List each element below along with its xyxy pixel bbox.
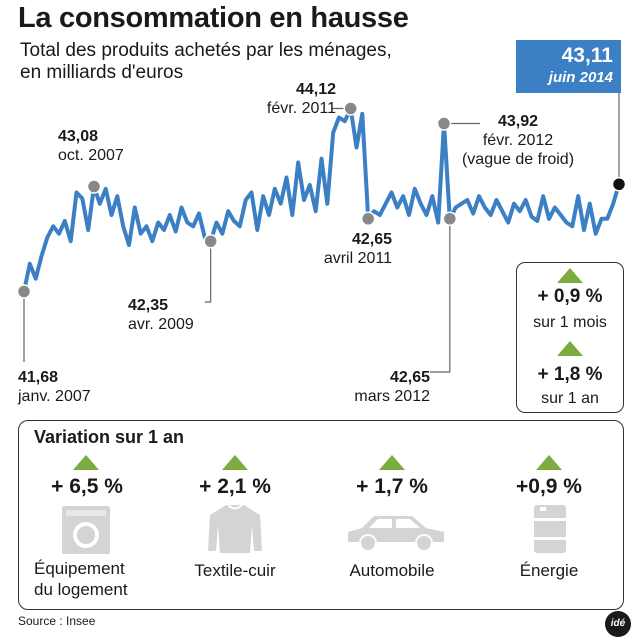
highlight-point xyxy=(203,234,218,249)
category-automobile-value: + 1,7 % xyxy=(356,475,428,498)
annotation-value: 43,92 xyxy=(497,113,539,130)
category-equipment-value: + 6,5 % xyxy=(51,475,123,498)
annotation-feb-2012: 43,92 févr. 2012 (vague de froid) xyxy=(448,112,588,169)
category-energy-value: +0,9 % xyxy=(516,475,582,498)
leader-line xyxy=(430,218,451,373)
annotation-date: janv. 2007 xyxy=(18,388,91,405)
category-textile-label: Textile-cuir xyxy=(194,561,276,580)
annotation-date: févr. 2012 xyxy=(482,132,554,149)
page-title: La consommation en hausse xyxy=(18,2,409,34)
highlight-point xyxy=(436,116,452,131)
up-arrow-icon xyxy=(379,455,405,470)
latest-value-badge: 43,11 juin 2014 xyxy=(516,40,621,93)
annotation-value: 42,65 xyxy=(351,231,392,248)
source-credit: Source : Insee xyxy=(18,614,96,628)
annotation-jan-2007: 41,68 janv. 2007 xyxy=(18,368,91,406)
annotation-date: mars 2012 xyxy=(354,388,430,405)
highlight-point xyxy=(343,101,358,116)
annotation-apr-2011: 42,65 avril 2011 xyxy=(296,230,392,268)
annotation-value: 42,65 xyxy=(389,369,430,386)
annotation-value: 41,68 xyxy=(18,369,59,386)
highlight-point xyxy=(86,179,102,194)
latest-date: juin 2014 xyxy=(548,69,613,86)
oil-barrel-icon xyxy=(534,505,566,553)
annotation-feb-2011: 44,12 févr. 2011 xyxy=(240,80,336,118)
category-equipment-label: Équipement du logement xyxy=(34,559,128,599)
up-arrow-icon xyxy=(73,455,99,470)
highlight-markers xyxy=(16,101,627,299)
publisher-logo: idé xyxy=(605,611,631,637)
annotation-date: avril 2011 xyxy=(323,250,392,267)
monthly-variation-value: + 0,9 % xyxy=(537,286,603,307)
highlight-point xyxy=(360,211,376,226)
category-automobile-label: Automobile xyxy=(349,561,435,580)
washing-machine-icon xyxy=(62,506,110,554)
car-icon xyxy=(348,516,444,552)
category-textile-value: + 2,1 % xyxy=(199,475,271,498)
annotation-note: (vague de froid) xyxy=(461,151,575,168)
up-arrow-icon xyxy=(222,455,248,470)
variation-box xyxy=(516,262,624,413)
annotation-apr-2009: 42,35 avr. 2009 xyxy=(128,296,194,334)
up-arrow-icon xyxy=(557,268,583,283)
yearly-variation-value: + 1,8 % xyxy=(537,364,603,385)
leader-line xyxy=(204,241,212,303)
breakdown-box xyxy=(18,420,624,610)
annotation-value: 44,12 xyxy=(295,81,336,98)
latest-value: 43,11 xyxy=(561,44,613,67)
highlight-point xyxy=(611,177,627,192)
up-arrow-icon xyxy=(536,455,562,470)
annotation-mar-2012: 42,65 mars 2012 xyxy=(334,368,430,406)
annotation-oct-2007: 43,08 oct. 2007 xyxy=(58,127,124,165)
highlight-point xyxy=(16,284,32,299)
annotation-leader-lines xyxy=(23,93,620,373)
yearly-variation-label: sur 1 an xyxy=(541,390,599,407)
breakdown-title: Variation sur 1 an xyxy=(34,427,185,447)
subtitle-line-1: Total des produits achetés par les ménag… xyxy=(20,40,392,61)
series-line xyxy=(22,106,621,294)
monthly-variation-label: sur 1 mois xyxy=(533,314,607,331)
category-energy-label: Énergie xyxy=(519,561,579,580)
annotation-value: 43,08 xyxy=(58,128,99,145)
annotation-date: févr. 2011 xyxy=(266,100,336,117)
annotation-date: avr. 2009 xyxy=(128,316,194,333)
highlight-point xyxy=(442,211,458,226)
sweater-icon xyxy=(208,504,262,553)
annotation-value: 42,35 xyxy=(128,297,169,314)
subtitle-line-2: en milliards d'euros xyxy=(20,62,184,83)
up-arrow-icon xyxy=(557,341,583,356)
annotation-date: oct. 2007 xyxy=(58,147,124,164)
